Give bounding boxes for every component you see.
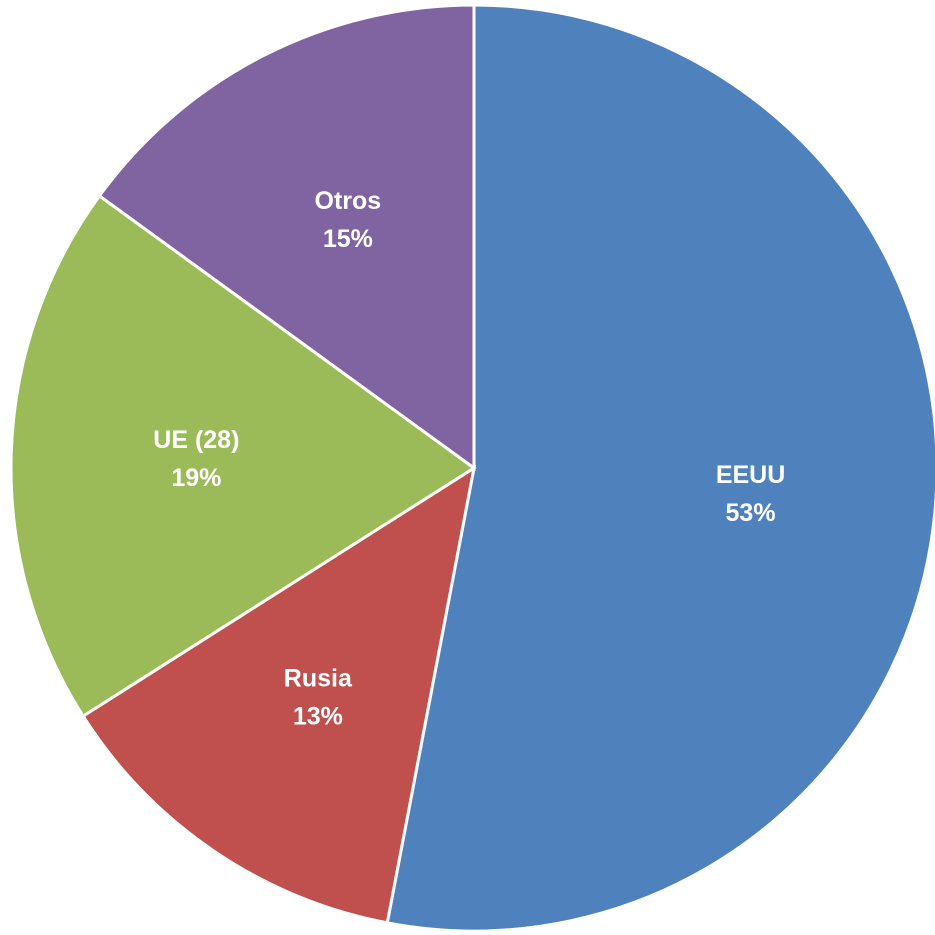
slice-category-label: EEUU — [716, 461, 785, 489]
slice-category-label: UE (28) — [153, 426, 239, 454]
slice-value-label: 19% — [171, 464, 221, 492]
slice-value-label: 15% — [323, 225, 373, 253]
pie-slice — [9, 193, 477, 719]
pie-slice — [97, 3, 476, 471]
slice-category-label: Otros — [315, 187, 382, 215]
slice-category-label: Rusia — [284, 664, 353, 692]
slice-value-label: 53% — [726, 499, 776, 527]
pie-slice — [81, 464, 477, 925]
slice-value-label: 13% — [293, 702, 343, 730]
